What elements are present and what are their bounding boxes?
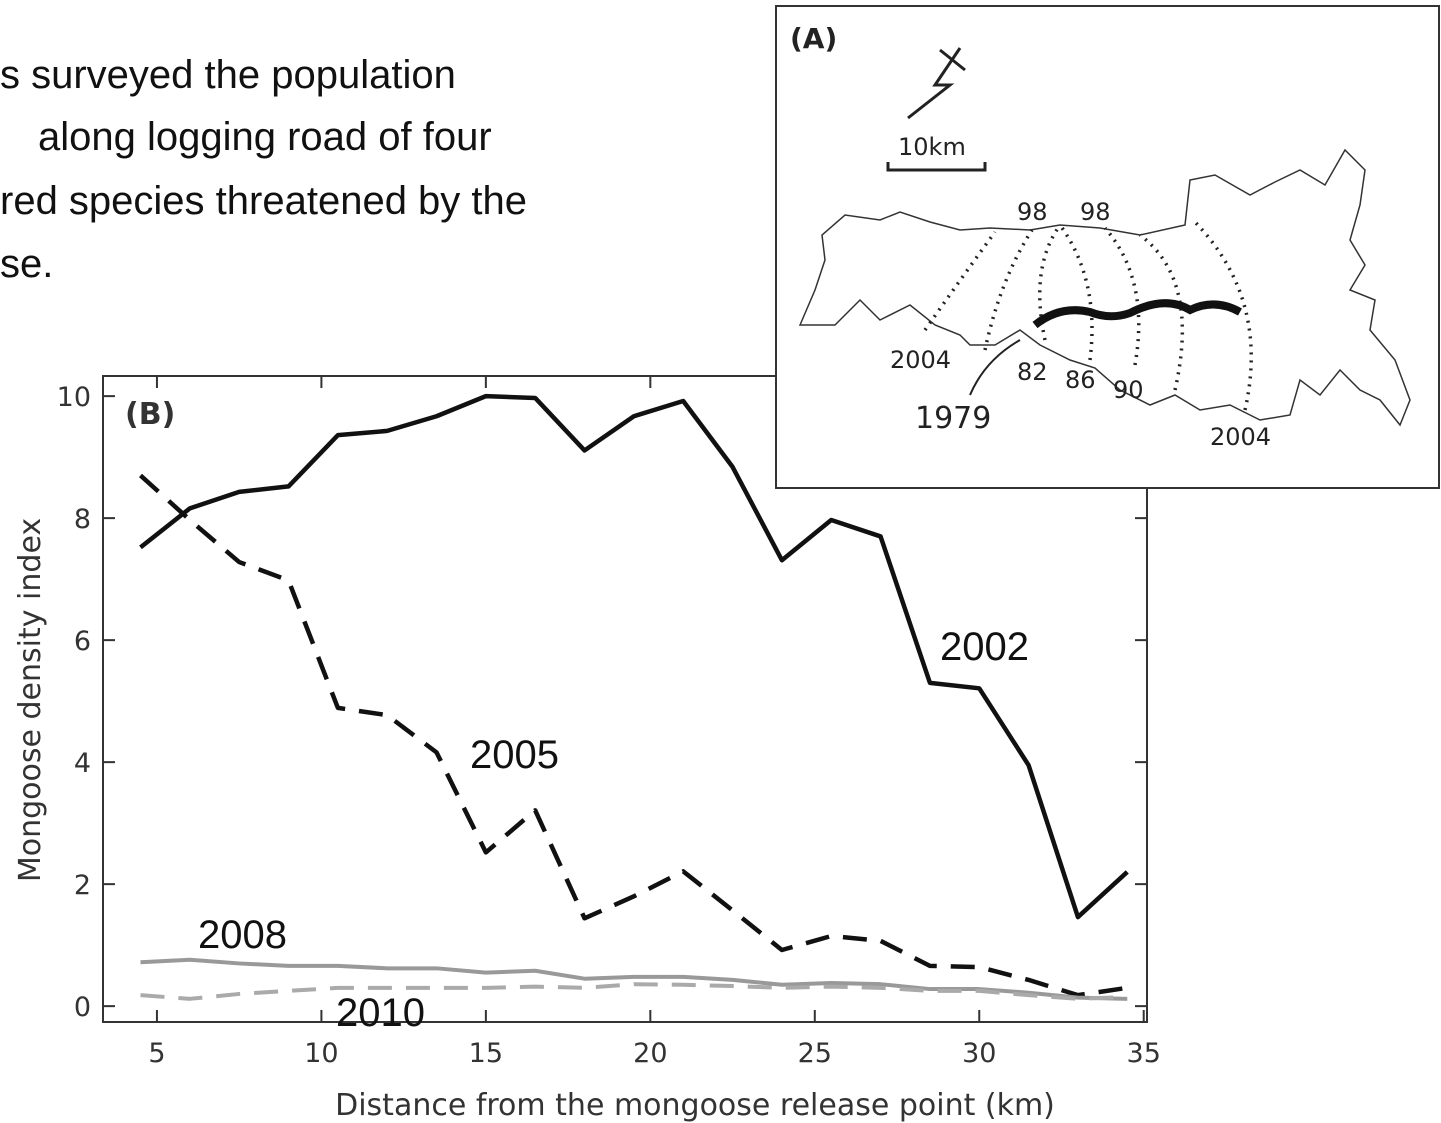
inset-map: (A) 10km 98 98 2004 82 86 90 1979 2004 [775, 5, 1440, 489]
series-label: 2005 [470, 733, 559, 777]
island-outline [798, 148, 1411, 427]
plot-frame [102, 375, 1148, 1023]
y-tick-label: 4 [74, 748, 91, 779]
y-tick-label: 2 [74, 870, 91, 901]
series-label: 2010 [336, 991, 425, 1035]
y-tick-label: 10 [57, 382, 91, 413]
y-axis-label: Mongoose density index [13, 518, 48, 882]
y-tick-label: 0 [74, 992, 91, 1023]
x-tick-label: 25 [798, 1038, 832, 1069]
map-label: 98 [1080, 198, 1111, 226]
map-label: 90 [1113, 376, 1144, 404]
map-label: 1979 [915, 401, 991, 436]
series-line [140, 982, 1128, 1001]
slide-text: se. [0, 242, 53, 286]
map-label: 2004 [1210, 423, 1271, 451]
series-line [139, 393, 1129, 920]
series-label: 2008 [198, 913, 287, 957]
scale-bar [886, 162, 987, 172]
road [1032, 299, 1242, 329]
series-line [140, 957, 1128, 1001]
map-label: 86 [1065, 366, 1096, 394]
chart: 5 10 15 20 25 30 35 0 2 4 6 8 10 (B) Distance from the… [13, 375, 1161, 1123]
x-tick-label: 10 [304, 1038, 338, 1069]
map-label: 82 [1017, 358, 1048, 386]
x-tick-label: 5 [148, 1038, 165, 1069]
panel-label: (B) [125, 397, 175, 432]
slide-text: s surveyed the population [0, 53, 456, 97]
inset-frame [775, 5, 1440, 489]
y-tick-label: 6 [74, 626, 91, 657]
x-tick-label: 30 [962, 1038, 996, 1069]
arrow [969, 339, 1021, 396]
series-label: 2002 [940, 625, 1029, 669]
slide-text: along logging road of four [38, 115, 492, 159]
map-label: 98 [1017, 198, 1048, 226]
x-tick-label: 35 [1127, 1038, 1161, 1069]
inset-panel-label: (A) [790, 22, 837, 55]
map-label: 2004 [890, 346, 951, 374]
north-arrow [907, 47, 966, 120]
series-line [138, 473, 1128, 998]
y-tick-label: 8 [74, 504, 91, 535]
scale-label: 10km [898, 133, 966, 161]
front-lines [923, 220, 1253, 411]
slide-text: red species threatened by the [0, 179, 527, 223]
x-axis-label: Distance from the mongoose release point… [335, 1088, 1055, 1123]
x-tick-label: 20 [633, 1038, 667, 1069]
x-tick-label: 15 [469, 1038, 503, 1069]
